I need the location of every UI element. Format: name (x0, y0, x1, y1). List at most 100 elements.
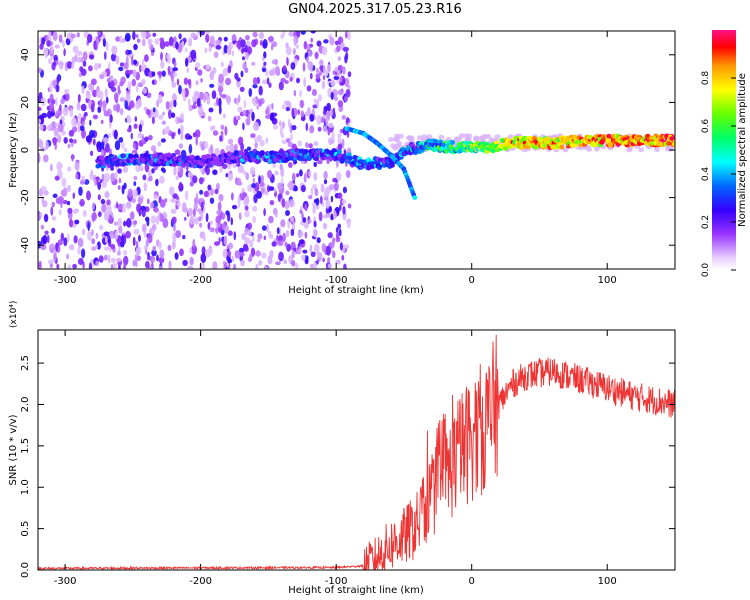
noise-speck (85, 91, 91, 100)
noise-speck (238, 212, 242, 221)
noise-speck (96, 241, 101, 250)
noise-speck (267, 184, 270, 193)
noise-speck (217, 201, 222, 211)
x-tick-label: 0 (469, 275, 475, 286)
noise-speck (335, 259, 341, 265)
noise-speck (133, 175, 138, 181)
noise-speck (263, 61, 267, 66)
noise-speck (287, 141, 293, 148)
noise-speck (119, 35, 123, 44)
noise-speck (309, 263, 315, 269)
colorbar-tick-label: 0.2 (701, 215, 711, 229)
noise-speck (183, 77, 188, 85)
noise-speck (157, 94, 163, 104)
noise-speck (310, 251, 316, 258)
noise-speck (244, 67, 249, 74)
noise-speck (155, 178, 159, 187)
x-tick-label: -300 (54, 275, 77, 286)
noise-speck (204, 47, 208, 54)
noise-speck (55, 97, 58, 106)
noise-speck (199, 222, 203, 228)
noise-speck (284, 200, 290, 210)
noise-speck (134, 253, 138, 263)
noise-speck (133, 123, 138, 129)
noise-speck (137, 197, 144, 205)
noise-speck (316, 159, 323, 165)
noise-speck (95, 232, 99, 239)
noise-speck (128, 69, 134, 75)
noise-speck (345, 89, 351, 98)
x-tick-label: 100 (598, 576, 617, 587)
y-tick-label: 2.0 (20, 397, 31, 413)
noise-speck (251, 183, 256, 189)
noise-speck (77, 94, 81, 103)
noise-speck (61, 39, 65, 48)
noise-speck (91, 246, 97, 251)
noise-speck (290, 133, 293, 141)
noise-speck (62, 187, 68, 197)
noise-speck (334, 40, 340, 46)
noise-speck (131, 197, 136, 204)
noise-speck (310, 37, 314, 43)
noise-speck (63, 137, 68, 144)
noise-speck (96, 90, 102, 98)
noise-speck (145, 239, 149, 247)
noise-speck (215, 182, 220, 191)
noise-speck (38, 118, 42, 124)
noise-speck (93, 40, 97, 50)
noise-speck (105, 236, 108, 244)
noise-speck (113, 92, 119, 103)
noise-speck (225, 145, 231, 152)
halo-speck (416, 135, 423, 141)
noise-speck (56, 263, 60, 269)
noise-speck (102, 38, 106, 47)
noise-speck (55, 84, 60, 93)
noise-speck (282, 121, 285, 129)
noise-speck (150, 255, 155, 264)
noise-speck (43, 47, 49, 57)
noise-speck (55, 110, 59, 118)
noise-speck (326, 212, 331, 218)
noise-speck (38, 67, 42, 73)
noise-speck (118, 265, 121, 269)
noise-speck (66, 253, 69, 260)
noise-speck (223, 36, 228, 42)
noise-speck (186, 67, 190, 73)
noise-speck (230, 217, 233, 226)
noise-speck (237, 115, 241, 121)
noise-speck (178, 181, 183, 191)
noise-speck (132, 31, 136, 40)
noise-speck (223, 44, 228, 54)
noise-speck (72, 263, 77, 269)
snr-y-axis-label: SNR (10 * v/v) (8, 414, 19, 485)
noise-speck (67, 166, 72, 172)
noise-speck (172, 240, 176, 250)
noise-speck (337, 142, 343, 151)
noise-speck (133, 181, 137, 187)
noise-speck (72, 192, 76, 199)
noise-speck (331, 131, 335, 140)
halo-speck (438, 134, 445, 140)
noise-speck (189, 248, 193, 254)
noise-speck (135, 246, 142, 255)
noise-speck (150, 145, 157, 152)
figure-title: GN04.2025.317.05.23.R16 (288, 2, 462, 17)
noise-speck (192, 238, 196, 249)
y-tick-label: 1.0 (20, 479, 31, 495)
noise-speck (83, 111, 88, 117)
noise-speck (48, 244, 55, 249)
noise-speck (263, 208, 266, 217)
noise-speck (314, 51, 319, 60)
noise-speck (304, 204, 307, 210)
noise-speck (118, 177, 122, 184)
noise-speck (132, 259, 136, 267)
noise-speck (227, 173, 234, 182)
noise-speck (91, 238, 96, 245)
noise-speck (123, 220, 126, 227)
noise-speck (114, 221, 118, 226)
noise-speck (263, 51, 267, 59)
noise-speck (130, 132, 133, 140)
noise-speck (319, 59, 324, 66)
noise-speck (241, 233, 247, 240)
